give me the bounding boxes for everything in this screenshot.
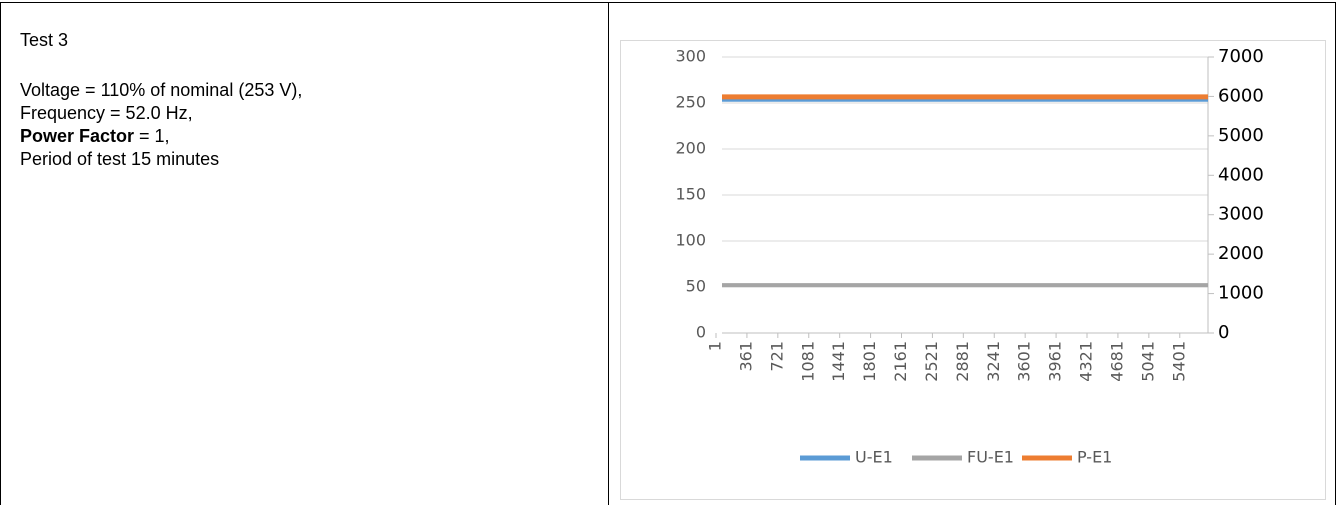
test-title: Test 3 bbox=[20, 30, 68, 50]
x-tick-label: 361 bbox=[736, 341, 755, 372]
y-tick-label: 0 bbox=[696, 323, 706, 342]
y2-tick-label: 2000 bbox=[1218, 243, 1264, 264]
y-tick-label: 150 bbox=[675, 185, 706, 204]
y-tick-label: 100 bbox=[675, 231, 706, 250]
x-tick-label: 1441 bbox=[829, 341, 848, 382]
y2-tick-label: 7000 bbox=[1218, 46, 1264, 67]
x-tick-label: 5401 bbox=[1169, 341, 1188, 382]
y2-tick-label: 3000 bbox=[1218, 204, 1264, 225]
y2-tick-label: 0 bbox=[1218, 322, 1229, 343]
y2-tick-label: 5000 bbox=[1218, 125, 1264, 146]
x-tick-label: 3961 bbox=[1046, 341, 1065, 382]
x-tick-label: 2521 bbox=[922, 341, 941, 382]
text-line: Period of test 15 minutes bbox=[20, 149, 219, 169]
text-line: Voltage = 110% of nominal (253 V), bbox=[20, 80, 302, 100]
text-rest: = 1, bbox=[134, 126, 170, 146]
chart-frame bbox=[620, 40, 1326, 500]
x-tick-label: 3241 bbox=[984, 341, 1003, 382]
x-tick-label: 1 bbox=[706, 341, 725, 351]
legend-label: FU-E1 bbox=[967, 448, 1014, 467]
x-tick-label: 4321 bbox=[1077, 341, 1096, 382]
y2-tick-label: 1000 bbox=[1218, 283, 1264, 304]
x-tick-label: 4681 bbox=[1107, 341, 1126, 382]
bold-label: Power Factor bbox=[20, 126, 134, 146]
y-tick-label: 200 bbox=[675, 139, 706, 158]
y2-tick-label: 4000 bbox=[1218, 164, 1264, 185]
legend-label: P-E1 bbox=[1077, 448, 1112, 467]
y2-tick-label: 6000 bbox=[1218, 85, 1264, 106]
x-tick-label: 3601 bbox=[1015, 341, 1034, 382]
y-tick-label: 300 bbox=[675, 47, 706, 66]
x-tick-label: 721 bbox=[767, 341, 786, 372]
text-line: Frequency = 52.0 Hz, bbox=[20, 103, 193, 123]
legend-label: U-E1 bbox=[855, 448, 893, 467]
x-tick-label: 2161 bbox=[891, 341, 910, 382]
x-tick-label: 1801 bbox=[860, 341, 879, 382]
y-tick-label: 50 bbox=[686, 277, 706, 296]
x-tick-label: 1081 bbox=[798, 341, 817, 382]
y-tick-label: 250 bbox=[675, 93, 706, 112]
x-tick-label: 2881 bbox=[953, 341, 972, 382]
x-tick-label: 5041 bbox=[1138, 341, 1157, 382]
text-line: Power Factor = 1, bbox=[20, 126, 170, 146]
